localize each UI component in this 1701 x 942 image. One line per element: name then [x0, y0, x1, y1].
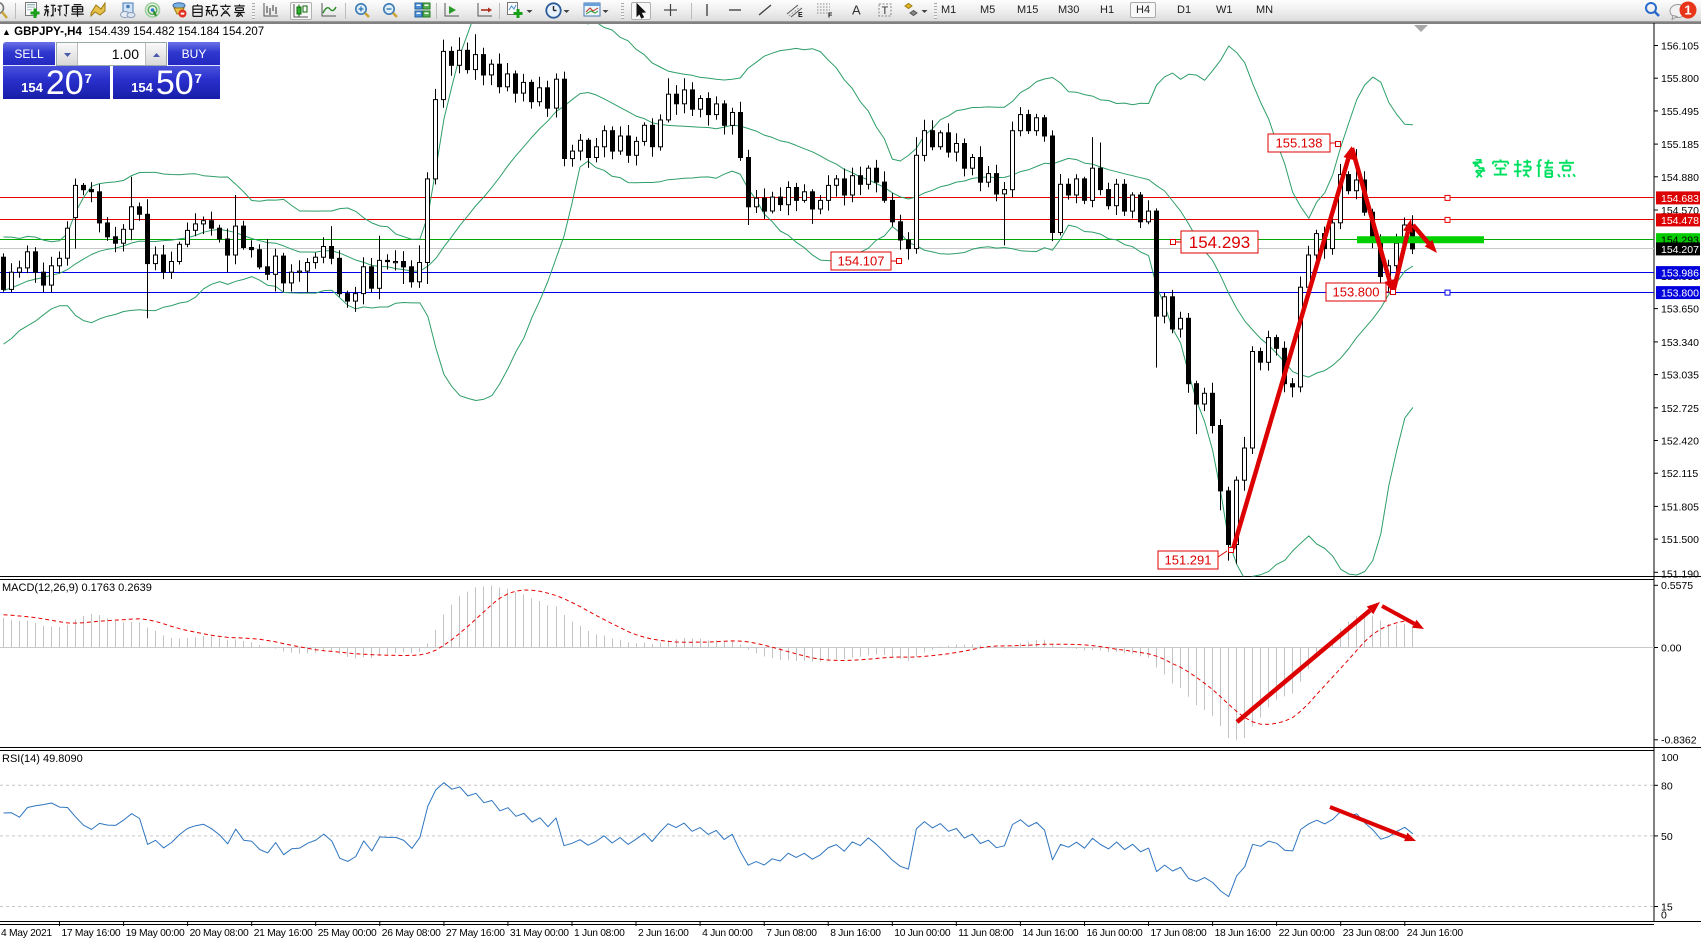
svg-text:14 Jun 16:00: 14 Jun 16:00 [1022, 928, 1079, 939]
svg-text:1 Jun 08:00: 1 Jun 08:00 [574, 928, 625, 939]
svg-text:154.478: 154.478 [1661, 215, 1699, 227]
svg-text:8 Jun 16:00: 8 Jun 16:00 [830, 928, 881, 939]
svg-text:154.293: 154.293 [1189, 233, 1250, 252]
svg-text:17 Jun 08:00: 17 Jun 08:00 [1151, 928, 1208, 939]
svg-text:24 Jun 16:00: 24 Jun 16:00 [1407, 928, 1464, 939]
svg-text:23 Jun 08:00: 23 Jun 08:00 [1343, 928, 1400, 939]
svg-text:20 May 08:00: 20 May 08:00 [190, 928, 249, 939]
svg-text:22 Jun 00:00: 22 Jun 00:00 [1279, 928, 1336, 939]
svg-text:153.986: 153.986 [1661, 268, 1699, 280]
svg-text:152.420: 152.420 [1661, 436, 1699, 448]
svg-text:151.190: 151.190 [1661, 569, 1699, 581]
svg-text:17 May 16:00: 17 May 16:00 [62, 928, 121, 939]
svg-text:A: A [852, 3, 861, 18]
svg-text:153.800: 153.800 [1661, 288, 1699, 300]
svg-text:4 May 2021: 4 May 2021 [1, 928, 52, 939]
svg-text:155.138: 155.138 [1276, 136, 1323, 151]
svg-text:31 May 00:00: 31 May 00:00 [510, 928, 569, 939]
svg-text:153.340: 153.340 [1661, 337, 1699, 349]
svg-text:11 Jun 08:00: 11 Jun 08:00 [958, 928, 1014, 939]
svg-text:25 May 00:00: 25 May 00:00 [318, 928, 377, 939]
svg-text:153.035: 153.035 [1661, 370, 1699, 382]
svg-text:154.207: 154.207 [1661, 244, 1699, 256]
svg-text:153.800: 153.800 [1333, 285, 1380, 300]
svg-text:155.495: 155.495 [1661, 106, 1699, 118]
svg-text:1: 1 [1684, 3, 1691, 18]
svg-text:153.650: 153.650 [1661, 304, 1699, 316]
svg-text:21 May 16:00: 21 May 16:00 [254, 928, 313, 939]
svg-text:19 May 00:00: 19 May 00:00 [126, 928, 185, 939]
svg-text:10 Jun 00:00: 10 Jun 00:00 [894, 928, 951, 939]
svg-text:26 May 08:00: 26 May 08:00 [382, 928, 441, 939]
svg-text:100: 100 [1661, 752, 1679, 764]
svg-text:154.880: 154.880 [1661, 172, 1699, 184]
svg-text:50: 50 [1661, 831, 1673, 843]
svg-text:0.00: 0.00 [1661, 643, 1682, 655]
svg-text:27 May 16:00: 27 May 16:00 [446, 928, 505, 939]
svg-text:155.800: 155.800 [1661, 73, 1699, 85]
svg-text:0.5575: 0.5575 [1661, 580, 1693, 592]
svg-text:151.291: 151.291 [1165, 553, 1212, 568]
svg-text:154.683: 154.683 [1661, 193, 1699, 205]
svg-text:2 Jun 16:00: 2 Jun 16:00 [638, 928, 689, 939]
svg-text:155.185: 155.185 [1661, 139, 1699, 151]
svg-text:RSI(14) 49.8090: RSI(14) 49.8090 [2, 753, 83, 765]
svg-text:18 Jun 16:00: 18 Jun 16:00 [1215, 928, 1272, 939]
svg-text:80: 80 [1661, 780, 1673, 792]
svg-text:156.105: 156.105 [1661, 41, 1699, 53]
svg-text:F: F [828, 13, 833, 19]
svg-text:-0.8362: -0.8362 [1661, 735, 1697, 747]
svg-text:7 Jun 08:00: 7 Jun 08:00 [766, 928, 817, 939]
svg-text:16 Jun 00:00: 16 Jun 00:00 [1087, 928, 1144, 939]
svg-text:154.107: 154.107 [838, 254, 885, 269]
svg-text:15: 15 [1661, 902, 1673, 914]
svg-text:4 Jun 00:00: 4 Jun 00:00 [702, 928, 753, 939]
svg-text:151.500: 151.500 [1661, 534, 1699, 546]
svg-text:151.805: 151.805 [1661, 501, 1699, 513]
svg-text:T: T [882, 5, 889, 17]
svg-text:152.115: 152.115 [1661, 468, 1698, 480]
svg-text:E: E [798, 12, 803, 18]
svg-text:MACD(12,26,9) 0.1763 0.2639: MACD(12,26,9) 0.1763 0.2639 [2, 582, 152, 594]
svg-text:152.725: 152.725 [1661, 403, 1699, 415]
svg-text:0: 0 [1661, 910, 1667, 922]
